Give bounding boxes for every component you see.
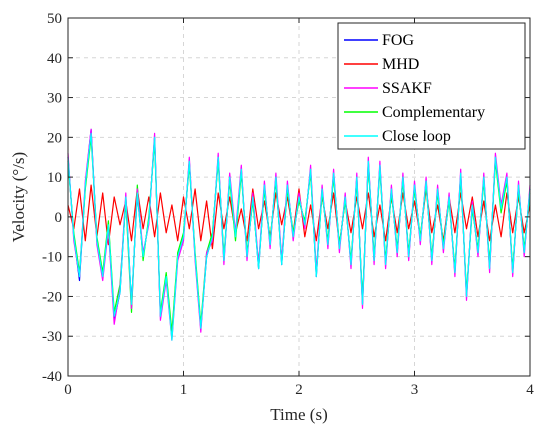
x-axis-label: Time (s) xyxy=(270,405,327,424)
y-tick-label: -30 xyxy=(42,329,62,345)
legend-label: Complementary xyxy=(382,104,485,121)
plot-area xyxy=(67,128,531,341)
x-tick-label: 2 xyxy=(295,382,303,398)
y-tick-label: 0 xyxy=(55,210,63,226)
series-line-mhd xyxy=(67,184,531,250)
y-tick-label: 50 xyxy=(47,11,62,27)
y-tick-label: 20 xyxy=(47,130,62,146)
x-tick-label: 1 xyxy=(180,382,188,398)
y-tick-label: -10 xyxy=(42,250,62,266)
legend-box xyxy=(337,22,526,150)
x-tick-label: 0 xyxy=(64,382,72,398)
y-tick-label: -40 xyxy=(42,369,62,385)
y-tick-label: 40 xyxy=(47,51,62,67)
y-tick-label: 10 xyxy=(47,170,62,186)
y-tick-label: 30 xyxy=(47,91,62,107)
legend: FOG MHD SSAKF Complementary Close loop xyxy=(337,22,526,150)
series-line-close-loop xyxy=(67,132,531,341)
legend-label: FOG xyxy=(382,32,414,49)
ticks: 0 1 2 3 4 -40 -30 -20 -10 0 10 20 30 40 50 xyxy=(42,11,534,398)
x-tick-label: 4 xyxy=(526,382,534,398)
y-axis-label: Velocity (°/s) xyxy=(9,152,28,242)
y-tick-label: -20 xyxy=(42,289,62,305)
x-tick-label: 3 xyxy=(411,382,419,398)
series-line-fog xyxy=(67,128,531,337)
legend-label: MHD xyxy=(382,56,419,73)
legend-label: SSAKF xyxy=(382,80,432,97)
legend-label: Close loop xyxy=(382,128,451,145)
